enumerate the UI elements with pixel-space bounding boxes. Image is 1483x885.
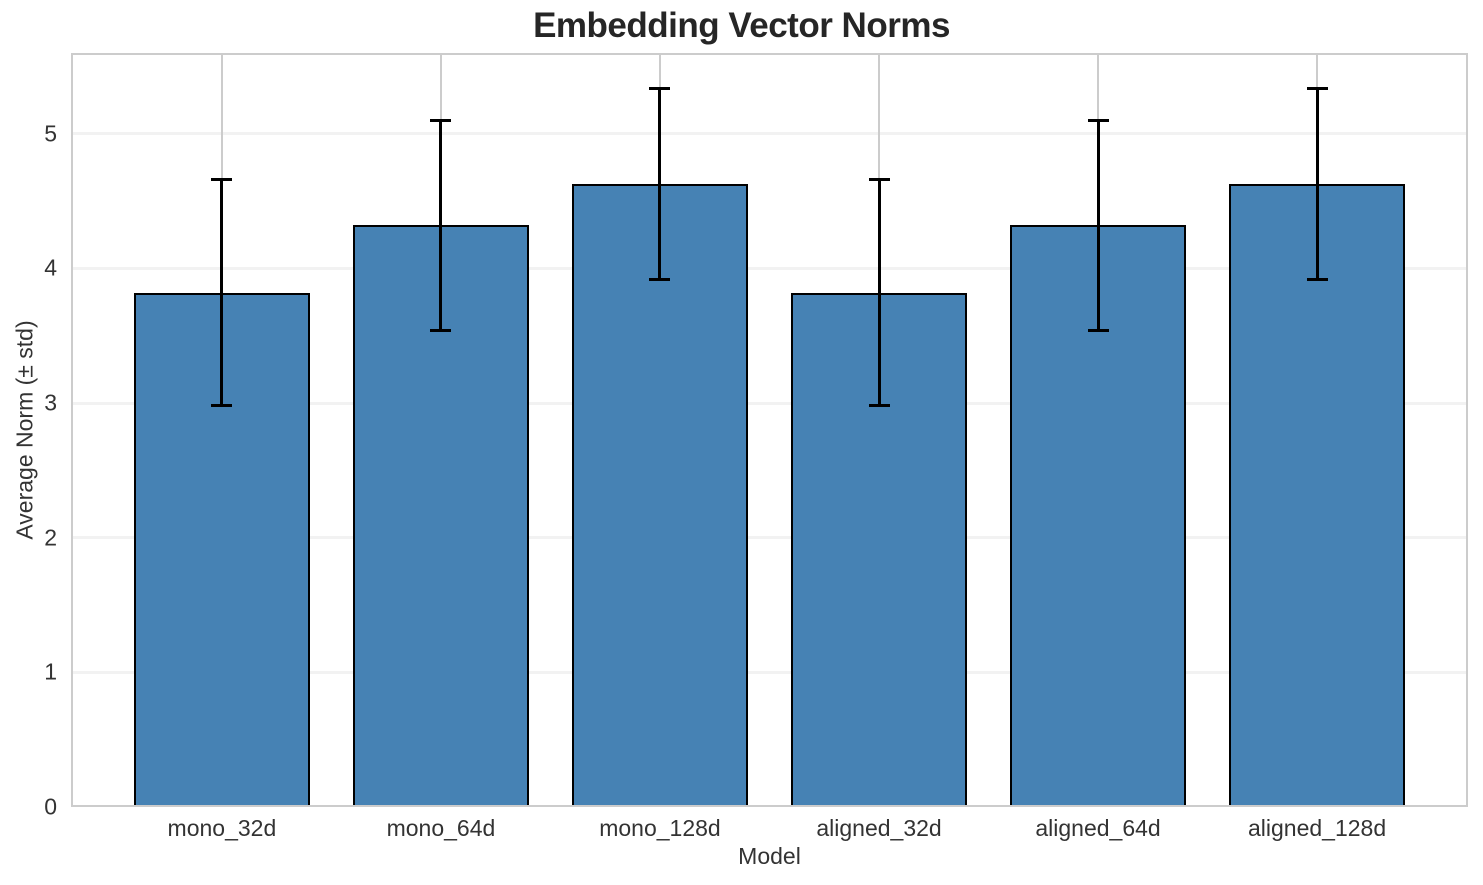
error-bar-cap-top bbox=[868, 178, 890, 182]
x-tick-label: aligned_32d bbox=[816, 815, 942, 841]
bar-mono_128d bbox=[572, 183, 748, 807]
x-tick-label: mono_128d bbox=[599, 815, 721, 841]
x-axis-label: Model bbox=[738, 843, 801, 869]
horizontal-gridline bbox=[71, 401, 1468, 405]
error-bar-cap-bottom bbox=[868, 404, 890, 408]
error-bar-line bbox=[658, 88, 662, 280]
x-tick-label: aligned_128d bbox=[1248, 815, 1387, 841]
y-tick-label: 3 bbox=[44, 389, 57, 416]
y-tick-label: 5 bbox=[44, 120, 57, 147]
y-tick-label: 2 bbox=[44, 524, 57, 551]
error-bar-cap-bottom bbox=[211, 404, 233, 408]
horizontal-gridline bbox=[71, 266, 1468, 270]
y-tick-label: 4 bbox=[44, 254, 57, 281]
error-bar-line bbox=[1315, 88, 1319, 280]
error-bar-line bbox=[1096, 120, 1100, 331]
x-tick-label: mono_64d bbox=[386, 815, 496, 841]
bar-aligned_128d bbox=[1229, 183, 1405, 807]
error-bar-cap-bottom bbox=[430, 328, 452, 332]
plot-area bbox=[71, 53, 1468, 807]
x-tick-label: aligned_64d bbox=[1035, 815, 1161, 841]
horizontal-gridline bbox=[71, 670, 1468, 674]
error-bar-cap-top bbox=[1087, 118, 1109, 122]
horizontal-gridline bbox=[71, 536, 1468, 540]
error-bar-cap-bottom bbox=[649, 277, 671, 281]
error-bar-line bbox=[439, 120, 443, 331]
x-tick-label: mono_32d bbox=[167, 815, 277, 841]
error-bar-cap-bottom bbox=[1306, 277, 1328, 281]
y-tick-label: 0 bbox=[44, 793, 57, 820]
error-bar-cap-top bbox=[430, 118, 452, 122]
error-bar-line bbox=[877, 179, 881, 406]
y-tick-label: 1 bbox=[44, 658, 57, 685]
error-bar-cap-top bbox=[649, 86, 671, 90]
horizontal-gridline bbox=[71, 132, 1468, 136]
chart-title: Embedding Vector Norms bbox=[533, 6, 950, 45]
y-axis-label: Average Norm (± std) bbox=[11, 320, 38, 540]
error-bar-line bbox=[220, 179, 224, 406]
error-bar-cap-top bbox=[211, 178, 233, 182]
error-bar-cap-bottom bbox=[1087, 328, 1109, 332]
error-bar-cap-top bbox=[1306, 86, 1328, 90]
